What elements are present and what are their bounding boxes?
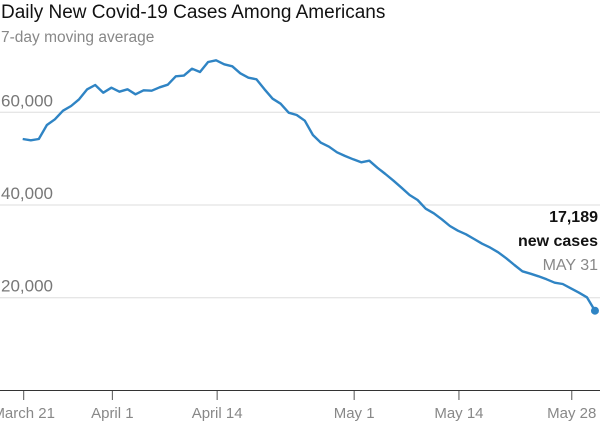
x-tick-label: May 14: [434, 405, 483, 422]
y-tick-label: 60,000: [1, 91, 53, 110]
y-tick-label: 40,000: [1, 184, 53, 203]
chart-subtitle: 7-day moving average: [1, 29, 155, 46]
annotation-value: 17,189: [549, 209, 598, 226]
series-end-point: [590, 306, 599, 315]
y-tick-label: 20,000: [1, 277, 53, 296]
x-tick-label: April 14: [192, 405, 243, 422]
annotation-date: MAY 31: [543, 257, 599, 274]
series-line: [22, 59, 597, 312]
annotation-label: new cases: [518, 233, 598, 250]
chart-title: Daily New Covid-19 Cases Among Americans: [1, 2, 386, 23]
x-tick-label: April 1: [91, 405, 134, 422]
x-tick-label: May 28: [547, 405, 596, 422]
x-tick-label: March 21: [0, 405, 55, 422]
x-tick-label: May 1: [334, 405, 375, 422]
